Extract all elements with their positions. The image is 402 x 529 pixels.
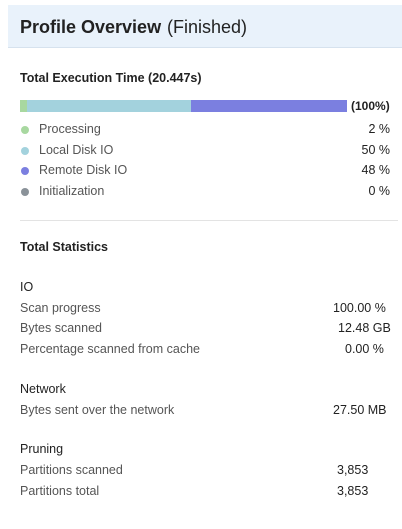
stat-label: Scan progress [20, 301, 101, 315]
execution-time-title: Total Execution Time (20.447s) [20, 71, 202, 85]
stat-row-partitions-scanned: Partitions scanned 3,853 [20, 463, 392, 481]
stat-label: Percentage scanned from cache [20, 342, 200, 356]
stat-value: 3,853 [337, 463, 369, 477]
local-disk-io-dot-icon [21, 147, 29, 155]
stat-label: Partitions total [20, 484, 100, 498]
legend-value: 48 % [361, 163, 391, 177]
legend-label: Local Disk IO [39, 143, 114, 157]
stat-row-bytes-sent-over-network: Bytes sent over the network 27.50 MB [20, 403, 392, 421]
legend-item-processing: Processing 2 % [20, 121, 390, 139]
group-title-network: Network [20, 382, 66, 396]
stat-label: Partitions scanned [20, 463, 123, 477]
legend-item-remote-disk-io: Remote Disk IO 48 % [20, 162, 390, 180]
legend-value: 50 % [361, 143, 391, 157]
local-disk-io-segment [27, 100, 191, 112]
panel-title: Profile Overview [20, 17, 162, 37]
processing-segment [20, 100, 27, 112]
group-title-pruning: Pruning [20, 442, 64, 456]
legend-item-initialization: Initialization 0 % [20, 183, 390, 201]
stat-value: 0.00 % [345, 342, 384, 356]
stat-value: 3,853 [337, 484, 369, 498]
total-statistics-title: Total Statistics [20, 240, 108, 254]
legend-label: Remote Disk IO [39, 163, 128, 177]
legend-label: Initialization [39, 184, 105, 198]
legend-value: 2 % [368, 122, 390, 136]
execution-bar-percent: (100%) [351, 99, 390, 113]
stat-label: Bytes sent over the network [20, 403, 175, 417]
execution-time-bar [20, 100, 347, 112]
panel-header: Profile Overview (Finished) [8, 5, 402, 48]
stat-value: 100.00 % [333, 301, 386, 315]
remote-disk-io-segment [191, 100, 347, 112]
initialization-dot-icon [21, 188, 29, 196]
stat-row-bytes-scanned: Bytes scanned 12.48 GB [20, 321, 392, 339]
remote-disk-io-dot-icon [21, 167, 29, 175]
panel-status: (Finished) [167, 17, 248, 37]
legend-item-local-disk-io: Local Disk IO 50 % [20, 142, 390, 160]
group-title-io: IO [20, 280, 34, 294]
stat-value: 27.50 MB [333, 403, 387, 417]
stat-row-scan-progress: Scan progress 100.00 % [20, 301, 392, 319]
stat-row-partitions-total: Partitions total 3,853 [20, 484, 392, 502]
legend-label: Processing [39, 122, 101, 136]
legend-value: 0 % [368, 184, 390, 198]
stat-value: 12.48 GB [338, 321, 391, 335]
processing-dot-icon [21, 126, 29, 134]
stat-label: Bytes scanned [20, 321, 102, 335]
stat-row-percentage-scanned-from-cache: Percentage scanned from cache 0.00 % [20, 342, 392, 360]
section-divider [20, 220, 398, 221]
